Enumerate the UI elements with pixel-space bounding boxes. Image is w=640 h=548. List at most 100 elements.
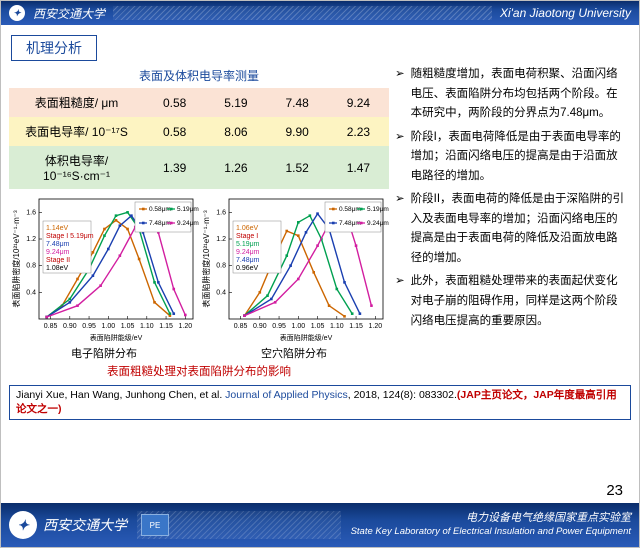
citation-authors: Jianyi Xue, Han Wang, Junhong Chen, et a… <box>16 389 225 401</box>
table-title: 表面及体积电导率测量 <box>9 67 389 84</box>
svg-text:Stage I: Stage I <box>236 233 258 240</box>
table-cell: 1.52 <box>267 146 328 189</box>
charts-row: 0.85 0.90 0.95 1.00 1.05 1.10 1.15 1.20 0.4 0.8 1.… <box>9 193 389 343</box>
svg-text:1.00: 1.00 <box>101 323 115 330</box>
svg-text:5.19μm: 5.19μm <box>367 206 389 213</box>
table-cell: 2.23 <box>328 117 389 146</box>
svg-text:0.90: 0.90 <box>63 323 77 330</box>
table-cell: 8.06 <box>205 117 266 146</box>
footer-uni-cn: 西安交通大学 <box>43 515 127 535</box>
bullet-item: ➢随粗糙度增加，表面电荷积聚、沿面闪络电压、表面陷阱分布均包括两个阶段。在本研究… <box>395 65 627 124</box>
right-column: ➢随粗糙度增加，表面电荷积聚、沿面闪络电压、表面陷阱分布均包括两个阶段。在本研究… <box>395 65 627 379</box>
svg-text:5.19μm: 5.19μm <box>177 206 199 213</box>
svg-text:1.05: 1.05 <box>121 323 135 330</box>
svg-text:1.2: 1.2 <box>26 236 36 243</box>
svg-text:Stage I 5.19μm: Stage I 5.19μm <box>46 233 94 240</box>
svg-text:9.24μm: 9.24μm <box>46 249 70 256</box>
table-cell: 9.24 <box>328 88 389 117</box>
footer-lab-block: 电力设备电气绝缘国家重点实验室 State Key Laboratory of … <box>351 512 631 538</box>
svg-text:0.4: 0.4 <box>26 289 36 296</box>
university-logo-icon: ✦ <box>9 511 37 539</box>
slide-number: 23 <box>606 482 623 499</box>
footer-pattern: PE <box>137 511 341 539</box>
top-bar: ✦ 西安交通大学 Xi'an Jiaotong University <box>1 1 639 25</box>
university-name-en: Xi'an Jiaotong University <box>500 6 631 20</box>
chart-titles: 电子陷阱分布 空穴陷阱分布 <box>9 345 389 361</box>
section-tag: 机理分析 <box>11 35 97 61</box>
table-cell: 1.26 <box>205 146 266 189</box>
measurement-table: 表面粗糙度/ μm 0.58 5.19 7.48 9.24 表面电导率/ 10⁻… <box>9 88 389 189</box>
svg-text:9.24μm: 9.24μm <box>177 220 199 227</box>
arrow-icon: ➢ <box>395 65 405 124</box>
table-row: 表面电导率/ 10⁻¹⁷S 0.58 8.06 9.90 2.23 <box>9 117 389 146</box>
svg-text:1.00: 1.00 <box>291 323 305 330</box>
lab-badge-icon: PE <box>141 514 169 536</box>
svg-text:5.19μm: 5.19μm <box>236 241 260 248</box>
svg-text:1.10: 1.10 <box>140 323 154 330</box>
svg-text:1.20: 1.20 <box>178 323 192 330</box>
svg-text:1.05: 1.05 <box>311 323 325 330</box>
content-area: 表面及体积电导率测量 表面粗糙度/ μm 0.58 5.19 7.48 9.24… <box>1 65 639 379</box>
svg-text:表面陷阱密度/10²¹eV⁻¹·m⁻³: 表面陷阱密度/10²¹eV⁻¹·m⁻³ <box>201 210 211 308</box>
svg-text:1.10: 1.10 <box>330 323 344 330</box>
citation-rest: , 2018, 124(8): 083302. <box>348 389 457 401</box>
bullet-text: 随粗糙度增加，表面电荷积聚、沿面闪络电压、表面陷阱分布均包括两个阶段。在本研究中… <box>411 65 627 124</box>
table-cell: 0.58 <box>144 117 205 146</box>
footer-logo-block: ✦ 西安交通大学 <box>9 511 127 539</box>
arrow-icon: ➢ <box>395 272 405 331</box>
svg-text:0.85: 0.85 <box>234 323 248 330</box>
chart-electron-trap: 0.85 0.90 0.95 1.00 1.05 1.10 1.15 1.20 0.4 0.8 1.… <box>9 193 199 343</box>
svg-text:0.90: 0.90 <box>253 323 267 330</box>
chart1-title: 电子陷阱分布 <box>71 345 137 361</box>
header-left: ✦ 西安交通大学 <box>9 5 105 22</box>
svg-text:表面陷阱能级/eV: 表面陷阱能级/eV <box>280 333 333 342</box>
svg-text:1.15: 1.15 <box>349 323 363 330</box>
bullet-text: 此外，表面粗糙处理带来的表面起伏变化对电子崩的阻碍作用，同样是这两个阶段闪络电压… <box>411 272 627 331</box>
svg-text:Stage II: Stage II <box>46 257 70 264</box>
svg-text:0.85: 0.85 <box>44 323 58 330</box>
svg-text:1.15: 1.15 <box>159 323 173 330</box>
arrow-icon: ➢ <box>395 190 405 268</box>
arrow-icon: ➢ <box>395 128 405 187</box>
svg-text:1.6: 1.6 <box>26 209 36 216</box>
charts-caption: 表面粗糙处理对表面陷阱分布的影响 <box>9 363 389 379</box>
svg-text:0.95: 0.95 <box>272 323 286 330</box>
svg-text:9.24μm: 9.24μm <box>367 220 389 227</box>
svg-text:1.06eV: 1.06eV <box>236 225 259 232</box>
citation-journal: Journal of Applied Physics <box>225 389 348 401</box>
svg-text:0.95: 0.95 <box>82 323 96 330</box>
bullet-text: 阶段I，表面电荷降低是由于表面电导率的增加；沿面闪络电压的提高是由于沿面放电路径… <box>411 128 627 187</box>
svg-text:1.20: 1.20 <box>368 323 382 330</box>
svg-text:9.24μm: 9.24μm <box>236 249 260 256</box>
svg-text:0.4: 0.4 <box>216 289 226 296</box>
table-cell: 1.39 <box>144 146 205 189</box>
svg-text:0.96eV: 0.96eV <box>236 265 259 272</box>
table-row: 表面粗糙度/ μm 0.58 5.19 7.48 9.24 <box>9 88 389 117</box>
svg-text:7.48μm: 7.48μm <box>46 241 70 248</box>
university-name-cn: 西安交通大学 <box>33 5 105 22</box>
citation-box: Jianyi Xue, Han Wang, Junhong Chen, et a… <box>9 385 631 420</box>
svg-text:1.14eV: 1.14eV <box>46 225 69 232</box>
footer-bar: ✦ 西安交通大学 PE 电力设备电气绝缘国家重点实验室 State Key La… <box>1 503 639 547</box>
table-row: 体积电导率/ 10⁻¹⁶S·cm⁻¹ 1.39 1.26 1.52 1.47 <box>9 146 389 189</box>
svg-text:表面陷阱密度/10²¹eV⁻¹·m⁻³: 表面陷阱密度/10²¹eV⁻¹·m⁻³ <box>11 210 21 308</box>
svg-text:表面陷阱能级/eV: 表面陷阱能级/eV <box>90 333 143 342</box>
svg-text:1.2: 1.2 <box>216 236 226 243</box>
university-logo-icon: ✦ <box>9 5 25 21</box>
table-cell: 0.58 <box>144 88 205 117</box>
chart-hole-trap: 0.850.900.951.001.051.101.151.200.40.81.… <box>199 193 389 343</box>
table-cell: 5.19 <box>205 88 266 117</box>
svg-text:0.8: 0.8 <box>26 263 36 270</box>
bullet-item: ➢此外，表面粗糙处理带来的表面起伏变化对电子崩的阻碍作用，同样是这两个阶段闪络电… <box>395 272 627 331</box>
bullet-item: ➢阶段I，表面电荷降低是由于表面电导率的增加；沿面闪络电压的提高是由于沿面放电路… <box>395 128 627 187</box>
footer-lab-en: State Key Laboratory of Electrical Insul… <box>351 526 631 538</box>
bullet-item: ➢阶段II，表面电荷的降低是由于深陷阱的引入及表面电导率的增加；沿面闪络电压的提… <box>395 190 627 268</box>
table-cell: 7.48 <box>267 88 328 117</box>
svg-text:7.48μm: 7.48μm <box>236 257 260 264</box>
table-cell: 1.47 <box>328 146 389 189</box>
bullet-text: 阶段II，表面电荷的降低是由于深陷阱的引入及表面电导率的增加；沿面闪络电压的提高… <box>411 190 627 268</box>
table-cell: 9.90 <box>267 117 328 146</box>
row-header: 表面电导率/ 10⁻¹⁷S <box>9 117 144 146</box>
row-header: 体积电导率/ 10⁻¹⁶S·cm⁻¹ <box>9 146 144 189</box>
chart2-title: 空穴陷阱分布 <box>261 345 327 361</box>
